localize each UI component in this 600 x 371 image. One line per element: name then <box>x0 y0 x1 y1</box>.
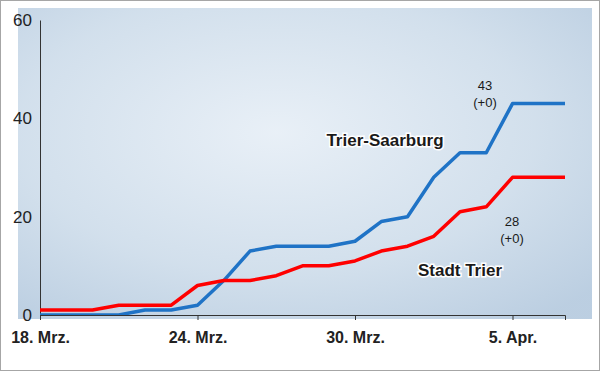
annotation: 43 <box>478 78 492 93</box>
x-tick-mark <box>198 315 199 320</box>
series-line <box>40 104 565 315</box>
x-tick-label: 24. Mrz. <box>169 329 228 346</box>
x-tick-mark <box>513 315 514 320</box>
x-tick-label: 18. Mrz. <box>11 329 70 346</box>
plot-area <box>40 104 565 315</box>
y-tick-label: 0 <box>23 306 32 325</box>
frame <box>1 1 600 371</box>
x-tick: 24. Mrz. <box>169 315 228 346</box>
annotation: (+0) <box>500 231 523 246</box>
x-tick: 30. Mrz. <box>326 315 385 346</box>
x-tick: 18. Mrz. <box>11 315 70 346</box>
series-label: Trier-Saarburg <box>326 131 443 150</box>
x-tick-mark <box>355 315 356 320</box>
annotation: (+0) <box>473 95 496 110</box>
chart: 0 20 40 60 18. Mrz. 24. Mrz. 30. Mrz. 5. Apr. Tr… <box>0 0 600 371</box>
y-tick-label: 60 <box>13 11 32 30</box>
annotation: 28 <box>505 214 519 229</box>
series-line <box>40 177 565 310</box>
x-tick-mark <box>40 315 41 320</box>
x-tick-label: 5. Apr. <box>489 329 537 346</box>
y-tick: 60 <box>13 11 40 30</box>
y-tick: 20 <box>13 208 40 227</box>
y-tick: 0 <box>23 306 40 325</box>
x-tick: 5. Apr. <box>489 315 537 346</box>
y-tick-label: 40 <box>13 109 32 128</box>
x-axis-line <box>41 316 566 321</box>
labels: Trier-Saarburg 43 (+0) Stadt Trier 28 (+0) <box>326 78 523 280</box>
y-tick-label: 20 <box>13 208 32 227</box>
y-axis-line <box>40 21 41 316</box>
y-tick: 40 <box>13 109 40 128</box>
x-tick-label: 30. Mrz. <box>326 329 385 346</box>
series-label: Stadt Trier <box>418 261 502 280</box>
y-axis: 0 20 40 60 <box>13 11 40 325</box>
background <box>18 8 592 319</box>
x-axis: 18. Mrz. 24. Mrz. 30. Mrz. 5. Apr. <box>11 315 565 346</box>
